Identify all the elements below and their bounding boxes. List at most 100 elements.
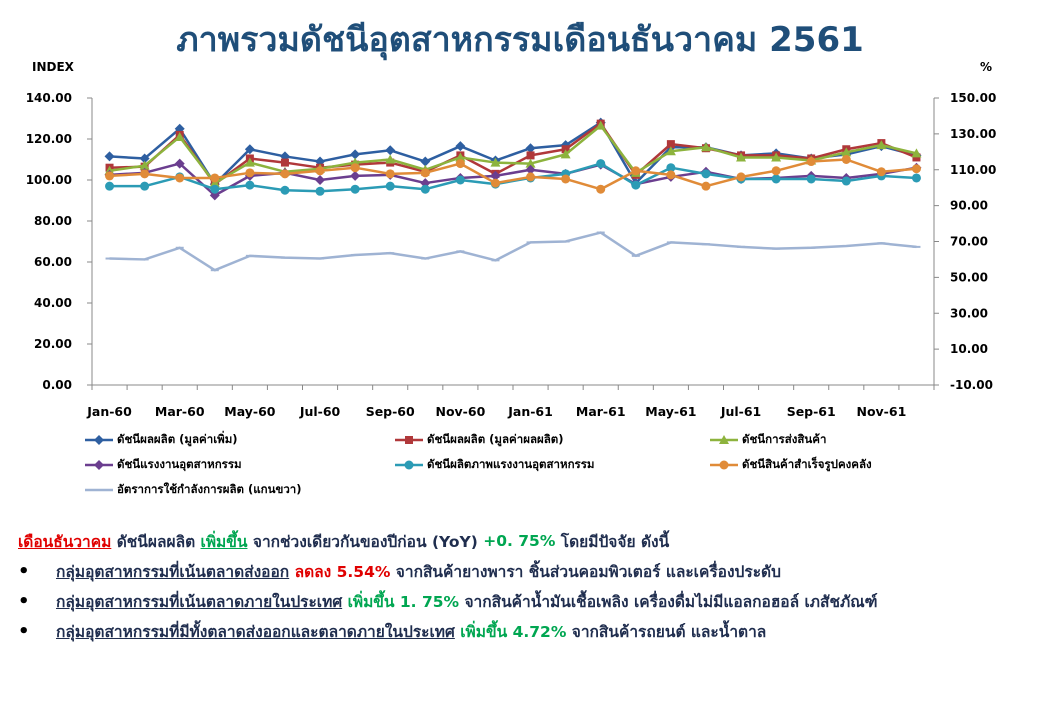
bullet-change: เพิ่มขึ้น 4.72%	[454, 622, 567, 641]
data-point-5	[701, 181, 711, 191]
data-point-1	[912, 153, 921, 162]
x-tick-label: May-61	[645, 404, 696, 419]
legend-swatch	[85, 435, 113, 445]
data-point-4	[245, 180, 255, 190]
summary-month: เดือนธันวาคม	[18, 532, 112, 551]
data-point-0	[385, 145, 396, 156]
x-tick-label: Jan-60	[86, 404, 132, 419]
x-tick-label: Jan-61	[507, 404, 553, 419]
data-point-5	[315, 166, 325, 176]
legend-label: ดัชนีผลิตภาพแรงงานอุตสาหกรรม	[427, 457, 595, 471]
data-point-4	[105, 181, 115, 191]
data-point-2	[771, 152, 782, 162]
x-tick-label: Jul-60	[299, 404, 341, 419]
y2-tick-label: 30.00	[950, 306, 988, 320]
data-point-4	[771, 174, 781, 184]
data-point-4	[666, 163, 676, 173]
data-point-2	[385, 154, 396, 164]
data-point-5	[140, 169, 150, 179]
legend-label: ดัชนีผลผลิต (มูลค่าเพิ่ม)	[117, 432, 238, 446]
summary-after: จากช่วงเดียวกันของปีก่อน (YoY)	[247, 532, 484, 551]
data-point-0	[139, 153, 150, 164]
x-tick-label: Sep-61	[787, 404, 836, 419]
bullet-change: เพิ่มขึ้น 1. 75%	[342, 592, 460, 611]
data-point-3	[315, 175, 326, 185]
data-point-4	[315, 186, 325, 196]
y-tick-label: 60.00	[34, 255, 72, 269]
x-tick-label: Nov-61	[856, 404, 906, 419]
data-point-4	[455, 175, 465, 185]
data-point-5	[490, 178, 500, 188]
data-point-0	[104, 151, 115, 162]
y2-tick-label: 70.00	[950, 235, 988, 249]
summary-tail: โดยมีปัจจัย ดังนี้	[555, 532, 670, 551]
data-point-2	[244, 157, 255, 167]
legend-label: อัตราการใช้กำลังการผลิต (แกนขวา)	[117, 482, 302, 496]
data-point-2	[665, 146, 676, 156]
data-point-2	[911, 148, 922, 158]
data-point-3	[350, 170, 361, 181]
data-point-2	[700, 142, 711, 152]
bullet-list: • กลุ่มอุตสาหกรรมที่เน้นตลาดส่งออก ลดลง 5…	[18, 556, 1038, 646]
data-point-5	[245, 168, 255, 178]
data-point-5	[806, 157, 816, 167]
left-axis-unit: INDEX	[32, 60, 74, 74]
bullet-item: • กลุ่มอุตสาหกรรมที่มีทั้งตลาดส่งออกและตล…	[18, 616, 1038, 646]
data-point-1	[526, 151, 535, 160]
x-tick-label: Nov-60	[435, 404, 485, 419]
y-tick-label: 100.00	[26, 173, 72, 187]
data-point-4	[420, 184, 430, 194]
data-point-5	[385, 169, 395, 179]
series-line-2	[109, 124, 917, 185]
data-point-5	[105, 171, 115, 181]
summary-text: เดือนธันวาคม ดัชนีผลผลิต เพิ่มขึ้น จากช่…	[18, 526, 1038, 646]
x-tick-label: Jul-61	[720, 404, 761, 419]
legend-item: ดัชนีสินค้าสำเร็จรูปคงคลัง	[710, 457, 872, 473]
bullet-detail: จากสินค้ารถยนต์ และน้ำตาล	[566, 622, 767, 641]
data-point-3	[174, 158, 185, 169]
y2-tick-label: 50.00	[950, 270, 988, 284]
data-point-5	[526, 172, 536, 182]
data-point-5	[631, 166, 641, 176]
data-point-4	[140, 181, 150, 191]
data-point-5	[736, 172, 746, 182]
bullet-detail: จากสินค้ายางพารา ชิ้นส่วนคอมพิวเตอร์ และ…	[390, 562, 781, 581]
x-tick-label: Mar-61	[576, 404, 626, 419]
y2-tick-label: 110.00	[950, 163, 996, 177]
data-point-5	[771, 166, 781, 176]
data-point-2	[841, 147, 852, 157]
bullet-item: • กลุ่มอุตสาหกรรมที่เน้นตลาดภายในประเทศ เ…	[18, 586, 1038, 616]
data-point-0	[455, 141, 466, 152]
data-point-2	[876, 140, 887, 150]
data-point-2	[174, 131, 185, 141]
data-point-4	[911, 173, 921, 183]
line-chart: 0.00 20.00 40.00 60.00 80.00 100.00 120.00 140.…	[26, 91, 997, 419]
summary-line: เดือนธันวาคม ดัชนีผลผลิต เพิ่มขึ้น จากช่…	[18, 526, 1038, 556]
series-line-6	[109, 231, 917, 272]
data-point-4	[210, 184, 220, 194]
data-point-0	[525, 143, 536, 154]
legend-swatch	[85, 488, 113, 492]
data-point-4	[385, 181, 395, 191]
legend-label: ดัชนีผลผลิต (มูลค่าผลผลิต)	[427, 432, 564, 446]
data-point-4	[350, 184, 360, 194]
legend-swatch	[710, 435, 738, 444]
bullet-dot: •	[18, 620, 30, 642]
y-tick-label: 140.00	[26, 91, 72, 105]
data-point-4	[280, 185, 290, 195]
data-point-5	[420, 168, 430, 178]
legend-label: ดัชนีแรงงานอุตสาหกรรม	[117, 457, 242, 471]
legend-item: อัตราการใช้กำลังการผลิต (แกนขวา)	[85, 482, 302, 498]
data-point-2	[560, 149, 571, 159]
legend-item: ดัชนีการส่งสินค้า	[710, 432, 826, 448]
data-point-4	[596, 159, 606, 169]
x-tick-label: Sep-60	[366, 404, 415, 419]
data-point-5	[455, 159, 465, 169]
bullet-detail: จากสินค้าน้ำมันเชื้อเพลิง เครื่องดื่มไม่…	[459, 592, 878, 611]
legend-swatch	[710, 460, 738, 470]
series-line-0	[109, 121, 917, 186]
data-point-3	[490, 170, 501, 181]
data-point-4	[841, 176, 851, 186]
summary-intro: ดัชนีผลผลิต	[111, 532, 201, 551]
data-point-5	[876, 167, 886, 177]
